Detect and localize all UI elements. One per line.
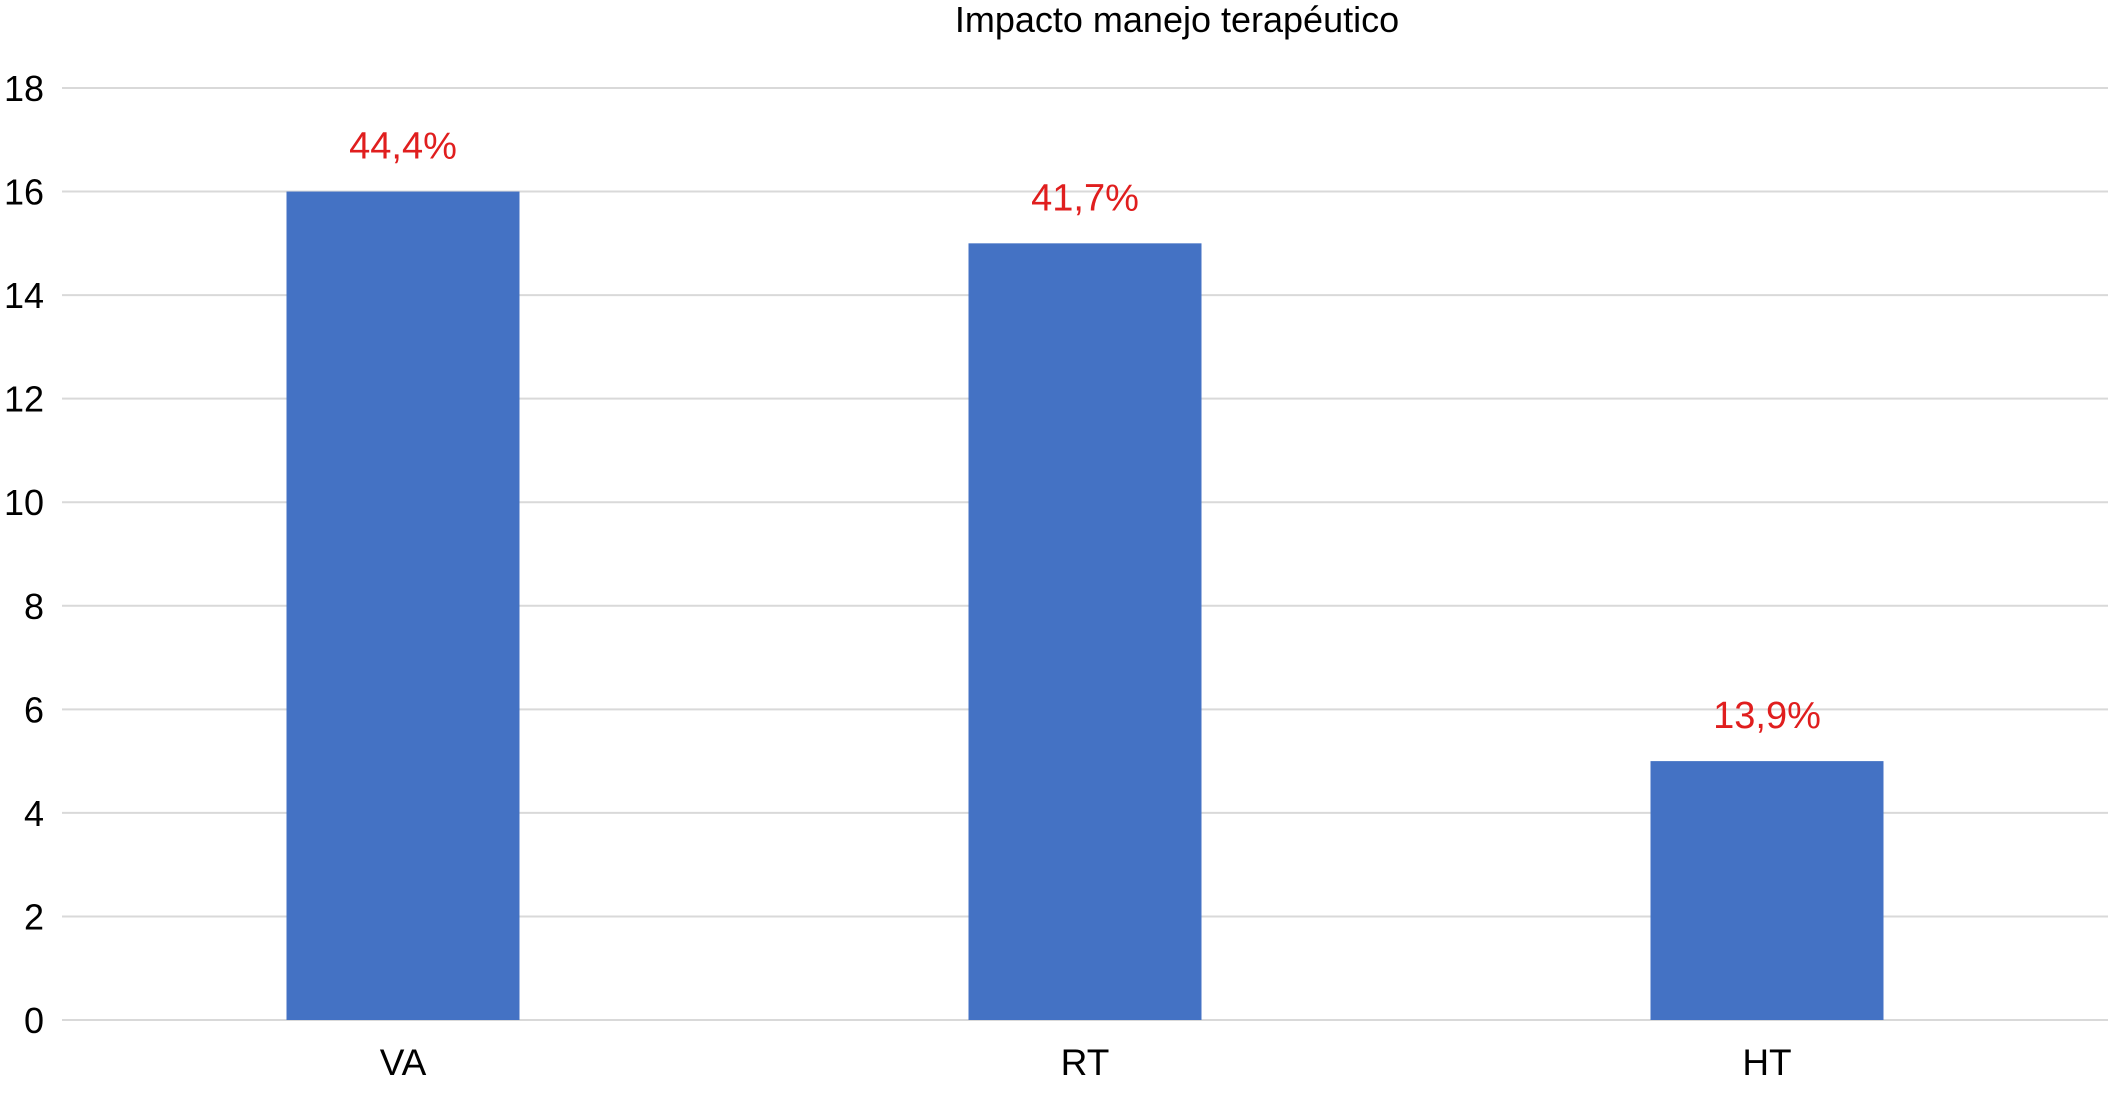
data-label-va: 44,4% <box>349 126 457 168</box>
category-label-va: VA <box>380 1042 427 1083</box>
bars <box>286 191 1884 1021</box>
y-tick-label: 18 <box>4 68 44 109</box>
y-tick-label: 14 <box>4 275 44 316</box>
y-tick-label: 16 <box>4 172 44 213</box>
bar-rt <box>968 243 1202 1021</box>
y-tick-label: 12 <box>4 379 44 420</box>
y-axis-ticks: 0 2 4 6 8 10 12 14 16 18 <box>4 68 44 1041</box>
x-axis-labels: VA RT HT <box>380 1042 1792 1083</box>
data-labels: 44,4% 41,7% 13,9% <box>349 126 1821 738</box>
y-tick-label: 10 <box>4 482 44 523</box>
data-label-ht: 13,9% <box>1713 695 1821 737</box>
bar-va <box>286 191 520 1021</box>
chart-title: Impacto manejo terapéutico <box>955 0 1399 40</box>
data-label-rt: 41,7% <box>1031 177 1139 219</box>
bar-ht <box>1650 761 1884 1020</box>
category-label-rt: RT <box>1061 1042 1110 1083</box>
y-tick-label: 6 <box>24 689 44 730</box>
y-tick-label: 8 <box>24 586 44 627</box>
y-tick-label: 4 <box>24 793 44 834</box>
y-tick-label: 0 <box>24 1000 44 1041</box>
y-tick-label: 2 <box>24 896 44 937</box>
category-label-ht: HT <box>1742 1042 1791 1083</box>
